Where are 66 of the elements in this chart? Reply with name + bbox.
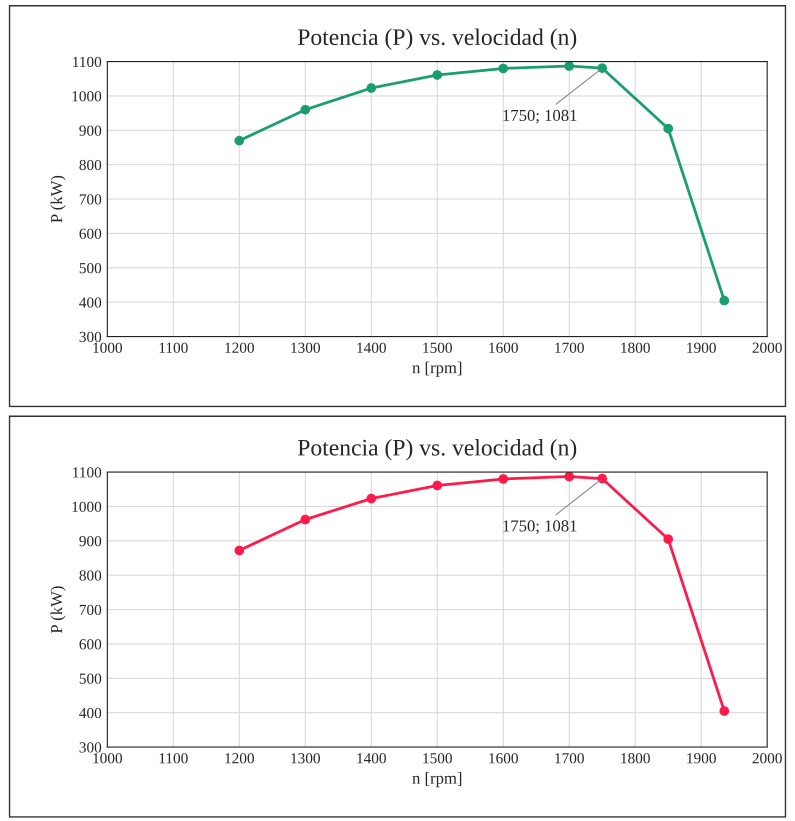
x-tick-label: 2000 (752, 342, 782, 353)
point (719, 296, 730, 306)
y-tick-label: 1000 (72, 91, 102, 102)
x-tick-label: 1100 (160, 753, 188, 764)
point (498, 64, 508, 74)
x-axis-title: n [rpm] (412, 362, 462, 377)
x-tick-label: 1900 (687, 342, 716, 353)
x-tick-label: 1300 (291, 342, 320, 353)
point (498, 474, 508, 484)
y-tick-label: 1100 (73, 56, 102, 68)
y-tick-label: 300 (80, 742, 102, 753)
x-tick-label: 1900 (687, 753, 716, 764)
x-tick-label: 1500 (423, 753, 452, 764)
y-tick-label: 500 (80, 673, 102, 684)
chart-title: Potencia (P) vs. velocidad (n) (298, 28, 576, 50)
x-tick-label: 2000 (752, 753, 782, 764)
x-tick-label: 1700 (555, 753, 584, 764)
point (366, 494, 376, 504)
point (719, 706, 730, 716)
annotation: 1750; 1081 (503, 520, 576, 534)
point (663, 534, 674, 544)
y-tick-label: 900 (79, 536, 102, 546)
y-tick-label: 800 (79, 570, 102, 581)
y-tick-label: 1000 (72, 502, 102, 512)
x-tick-label: 1600 (489, 753, 518, 764)
x-tick-label: 1800 (621, 342, 650, 353)
point (663, 124, 674, 134)
y-tick-label: 700 (80, 604, 102, 616)
point (597, 63, 608, 73)
point (300, 514, 310, 524)
point (366, 83, 376, 93)
x-tick-label: 1100 (160, 342, 188, 353)
point (597, 474, 608, 484)
x-tick-label: 1800 (621, 753, 650, 764)
x-tick-label: 1500 (423, 342, 452, 353)
y-axis-title: P (kW) (50, 586, 66, 634)
y-tick-label: 600 (80, 228, 102, 239)
y-tick-label: 400 (79, 297, 102, 308)
point (300, 104, 310, 115)
chart-title: Potencia (P) vs. velocidad (n) (298, 439, 576, 460)
point (234, 546, 244, 556)
x-tick-label: 1400 (357, 753, 386, 764)
x-tick-label: 1000 (93, 342, 122, 353)
y-tick-label: 700 (80, 194, 102, 205)
y-axis-title: P (kW) (50, 176, 66, 223)
x-tick-label: 1200 (225, 753, 254, 764)
point (564, 62, 574, 71)
y-tick-label: 800 (79, 160, 102, 170)
y-tick-label: 900 (79, 125, 102, 136)
y-tick-label: 1100 (73, 467, 102, 478)
y-tick-label: 400 (79, 708, 102, 718)
y-tick-label: 300 (80, 332, 102, 342)
x-tick-label: 1300 (291, 753, 320, 764)
x-tick-label: 1000 (93, 753, 122, 764)
point (432, 70, 442, 80)
y-tick-label: 600 (80, 639, 102, 650)
point (564, 472, 574, 482)
annotation: 1750; 1081 (503, 110, 576, 124)
x-tick-label: 1600 (489, 342, 518, 353)
y-tick-label: 500 (80, 262, 102, 274)
point (234, 136, 244, 146)
x-axis-title: n [rpm] (412, 772, 462, 788)
x-tick-label: 1700 (555, 342, 584, 353)
x-tick-label: 1400 (357, 342, 386, 353)
x-tick-label: 1200 (225, 342, 254, 353)
point (432, 480, 442, 490)
